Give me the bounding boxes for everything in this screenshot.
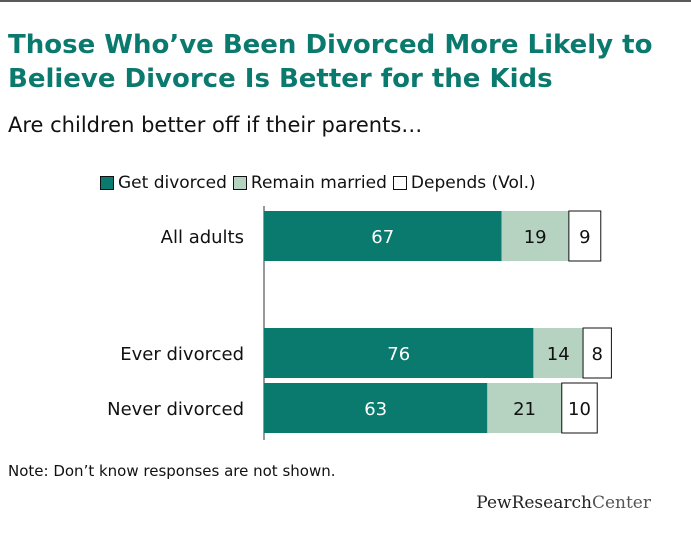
footnote: Note: Don’t know responses are not shown…	[8, 462, 336, 480]
category-label-never-divorced: Never divorced	[107, 399, 244, 420]
bar-all-adults-depends	[568, 210, 602, 262]
chart-subtitle: Are children better off if their parents…	[8, 113, 423, 137]
stacked-bar-chart: All adults 67 19 9 Ever divorced 76 14 8 Never d…	[107, 206, 612, 440]
data-label-never-divorced-get-divorced: 63	[364, 399, 387, 420]
logo-text-strong: PewResearch	[476, 493, 592, 513]
legend-swatch-get-divorced	[100, 176, 114, 190]
pew-research-logo: PewResearchCenter	[476, 493, 651, 513]
data-label-ever-divorced-get-divorced: 76	[387, 344, 410, 365]
legend-item-remain-married: Remain married	[232, 173, 387, 193]
top-rule	[0, 0, 691, 2]
data-label-all-adults-remain-married: 19	[524, 227, 547, 248]
legend: Get divorced Remain married Depends (Vol…	[100, 172, 542, 194]
data-label-never-divorced-remain-married: 21	[513, 399, 536, 420]
bar-never-divorced-get-divorced	[264, 383, 488, 433]
legend-swatch-depends	[392, 176, 407, 190]
legend-swatch-remain-married	[232, 176, 247, 190]
bar-never-divorced-depends	[561, 382, 598, 434]
legend-item-depends: Depends (Vol.)	[392, 173, 536, 193]
category-label-ever-divorced: Ever divorced	[120, 344, 244, 365]
legend-label-remain-married: Remain married	[250, 173, 387, 193]
data-label-all-adults-get-divorced: 67	[371, 227, 394, 248]
data-label-all-adults-depends: 9	[579, 227, 590, 248]
data-label-never-divorced-depends: 10	[568, 399, 591, 420]
bar-ever-divorced-get-divorced	[264, 328, 534, 378]
data-label-ever-divorced-remain-married: 14	[547, 344, 570, 365]
legend-label-depends: Depends (Vol.)	[410, 173, 536, 193]
chart-title: Those Who’ve Been Divorced More Likely t…	[8, 30, 653, 94]
bar-never-divorced-remain-married	[487, 383, 562, 433]
legend-label-get-divorced: Get divorced	[118, 173, 227, 193]
data-label-ever-divorced-depends: 8	[592, 344, 603, 365]
bar-all-adults-remain-married	[501, 211, 569, 261]
bar-ever-divorced-depends	[582, 327, 612, 379]
category-label-all-adults: All adults	[161, 227, 244, 248]
bar-ever-divorced-remain-married	[533, 328, 584, 378]
logo-text-light: Center	[591, 493, 651, 513]
legend-item-get-divorced: Get divorced	[100, 173, 227, 193]
bar-all-adults-get-divorced	[264, 211, 502, 261]
